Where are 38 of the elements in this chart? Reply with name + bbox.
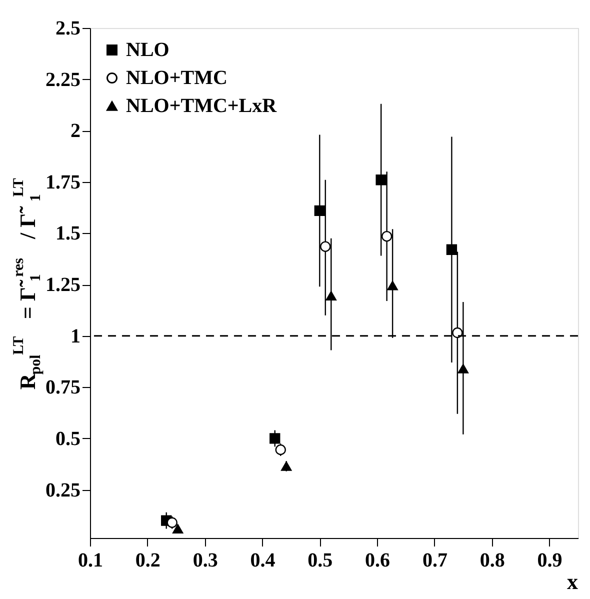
- point: [270, 433, 280, 444]
- y-tick-label: 2: [70, 120, 80, 142]
- x-tick-label: 0.2: [135, 550, 160, 572]
- y-tick-label: 1.5: [56, 222, 80, 245]
- point: [326, 291, 336, 301]
- y-tick-label: 1.75: [46, 171, 80, 194]
- x-tick-label: 0.5: [308, 550, 333, 572]
- text: RpolLT = Γ̃1res / Γ̃1LT: [11, 178, 44, 390]
- y-tick-label: 1: [70, 325, 80, 348]
- x-tick-label: 0.7: [422, 550, 448, 572]
- point: [381, 230, 392, 242]
- x-tick-label: 0.8: [480, 550, 505, 572]
- point: [387, 280, 398, 290]
- point: [172, 524, 184, 534]
- point: [446, 244, 458, 255]
- point: [275, 444, 286, 456]
- x-tick-label: 0.1: [78, 550, 103, 572]
- point: [320, 241, 331, 252]
- point: [376, 174, 386, 186]
- legend-label: NLO: [126, 39, 170, 61]
- point: [452, 327, 463, 338]
- legend-label: NLO+TMC: [126, 67, 228, 89]
- y-tick-label: 0.25: [46, 479, 80, 502]
- point: [166, 517, 178, 528]
- x-tick-label: 0.9: [537, 550, 562, 572]
- x-tick-label: 0.4: [250, 550, 276, 572]
- point: [458, 364, 469, 374]
- x-tick-label: 0.3: [192, 550, 218, 572]
- x-tick-label: 0.6: [365, 550, 390, 572]
- x-axis-title: x: [567, 569, 578, 594]
- y-tick-label: 0.5: [56, 428, 80, 450]
- y-tick-label: 2.25: [46, 68, 80, 91]
- y-tick-label: 0.75: [46, 376, 80, 399]
- legend-label: NLO+TMC+LxR: [126, 95, 278, 117]
- point: [314, 205, 325, 216]
- y-tick-label: 1.25: [46, 274, 80, 296]
- point: [281, 461, 292, 471]
- y-tick-label: 2.5: [56, 18, 80, 40]
